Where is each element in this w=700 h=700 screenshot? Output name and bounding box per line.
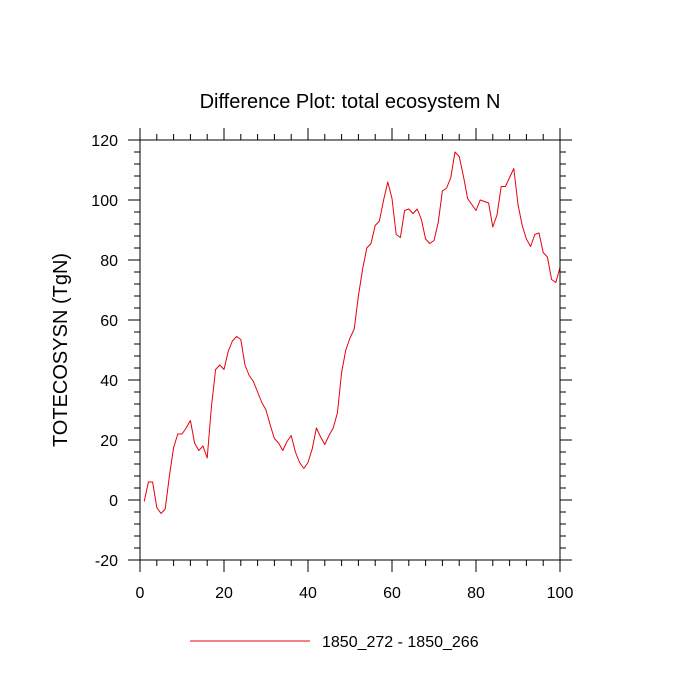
y-tick-label: 0: [109, 493, 118, 510]
axis-ticks: [128, 128, 572, 572]
chart-title: Difference Plot: total ecosystem N: [200, 91, 501, 113]
y-tick-label: 120: [91, 133, 118, 150]
y-tick-label: -20: [95, 553, 118, 570]
y-tick-label: 60: [100, 313, 118, 330]
x-tick-label: 20: [215, 585, 233, 602]
x-tick-label: 0: [136, 585, 145, 602]
legend-label: 1850_272 - 1850_266: [322, 634, 479, 651]
y-tick-label: 100: [91, 193, 118, 210]
plot-frame: [139, 139, 561, 561]
data-series: [143, 151, 561, 514]
x-tick-label: 40: [299, 585, 317, 602]
y-tick-label: 20: [100, 433, 118, 450]
legend: 1850_272 - 1850_266: [190, 634, 479, 651]
y-axis-label: TOTECOSYSN (TgN): [50, 253, 72, 447]
x-tick-label: 60: [383, 585, 401, 602]
x-tick-label: 80: [467, 585, 485, 602]
y-tick-label: 80: [100, 253, 118, 270]
y-tick-label: 40: [100, 373, 118, 390]
axis-tick-labels: 0 20 40 60 80 100 -20 0 20 40 60 80 100 120: [91, 133, 573, 602]
x-tick-label: 100: [547, 585, 574, 602]
plot-area: 0 20 40 60 80 100 -20 0 20 40 60 80 100 120: [91, 128, 573, 602]
series-line: [143, 151, 561, 514]
